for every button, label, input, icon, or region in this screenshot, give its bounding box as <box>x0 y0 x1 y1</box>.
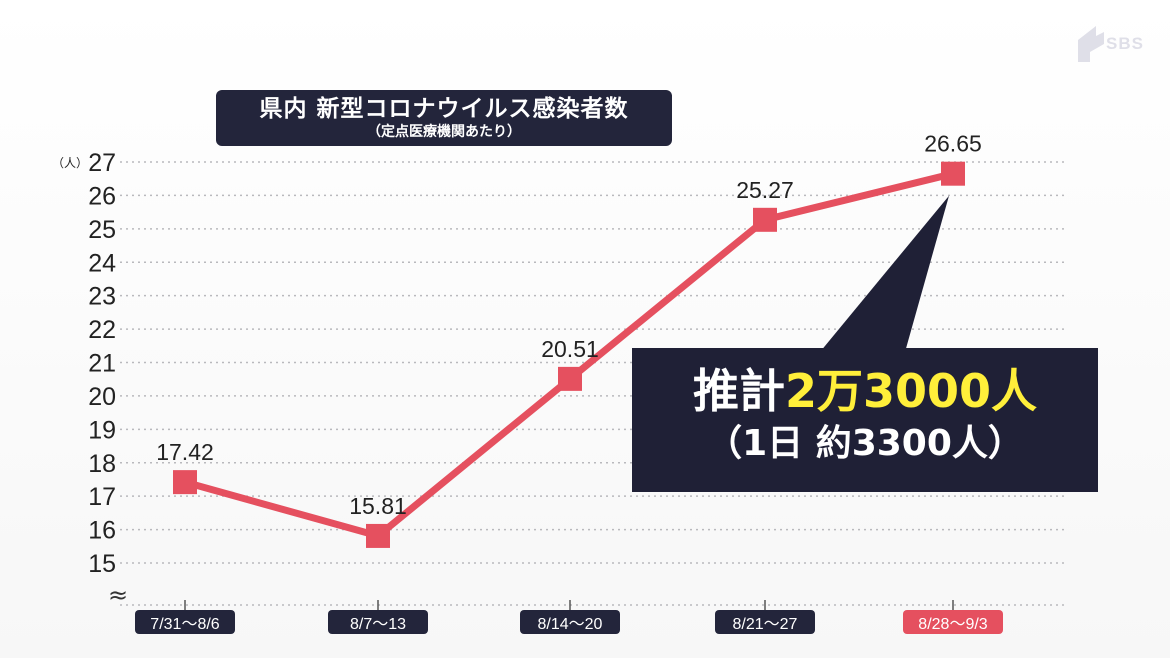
category-label-bg <box>328 610 428 634</box>
category-label: 7/31～8/6 <box>150 616 219 633</box>
chart-title-box: 県内 新型コロナウイルス感染者数 （定点医療機関あたり） <box>216 90 672 146</box>
category-label-bg <box>135 610 235 634</box>
estimate-detail: （1日 約3300人） <box>706 423 1024 464</box>
y-tick-label: 18 <box>88 450 116 478</box>
category-label: 8/7～13 <box>350 616 406 633</box>
y-tick-label: 16 <box>88 517 116 545</box>
data-point <box>558 366 582 391</box>
data-point <box>941 161 965 186</box>
chart-subtitle: （定点医療機関あたり） <box>367 124 521 140</box>
data-label: 25.27 <box>736 177 794 203</box>
category-label: 8/21～27 <box>733 616 798 633</box>
estimate-value: 2万3000人 <box>784 364 1038 418</box>
y-tick-label: 25 <box>88 216 116 244</box>
data-label: 17.42 <box>156 439 214 465</box>
estimate-callout: 推計2万3000人 （1日 約3300人） <box>632 348 1098 492</box>
data-point <box>753 207 777 232</box>
data-label: 15.81 <box>349 493 407 519</box>
y-tick-label: 21 <box>88 350 116 378</box>
chart-title: 県内 新型コロナウイルス感染者数 <box>259 96 629 122</box>
data-label: 26.65 <box>924 131 982 157</box>
data-point <box>366 523 390 548</box>
category-label-bg <box>903 610 1003 634</box>
logo-text: SBS <box>1106 34 1144 53</box>
category-label-bg <box>715 610 815 634</box>
y-tick-label: 26 <box>88 182 116 210</box>
y-tick-label: 23 <box>88 283 116 311</box>
y-tick-label: 22 <box>88 316 116 344</box>
broadcaster-logo: SBS <box>1074 22 1154 68</box>
data-point <box>173 470 197 495</box>
callout-pointer <box>820 195 949 352</box>
y-tick-label: 20 <box>88 383 116 411</box>
estimate-headline: 推計2万3000人 <box>632 362 1098 420</box>
category-label: 8/14～20 <box>538 616 603 633</box>
axis-break-icon: ≈ <box>108 581 128 609</box>
data-label: 20.51 <box>541 336 599 362</box>
y-axis-unit: （人） <box>52 156 88 170</box>
logo-icon <box>1078 26 1104 62</box>
y-tick-label: 24 <box>88 249 116 277</box>
y-tick-label: 15 <box>88 550 116 578</box>
y-tick-label: 27 <box>88 149 116 177</box>
category-label-bg <box>520 610 620 634</box>
estimate-prefix: 推計 <box>692 364 785 418</box>
category-label: 8/28～9/3 <box>918 616 987 633</box>
y-tick-label: 19 <box>88 416 116 444</box>
y-tick-label: 17 <box>88 483 116 511</box>
